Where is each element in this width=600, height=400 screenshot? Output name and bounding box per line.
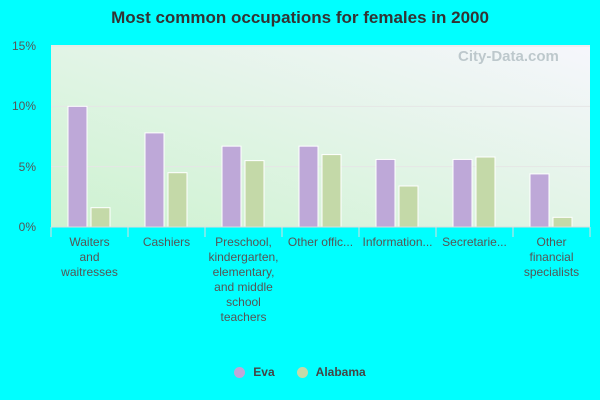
bar-eva[interactable] <box>529 173 550 228</box>
bar-eva[interactable] <box>375 158 396 228</box>
legend-item-alabama[interactable]: Alabama <box>296 365 366 379</box>
y-tick-label: 10% <box>11 99 36 114</box>
x-tick-label: Waiters and waitresses <box>61 235 118 279</box>
x-tick-label: Secretarie... <box>442 235 507 249</box>
legend-swatch <box>234 366 246 378</box>
legend-label: Eva <box>253 365 275 379</box>
x-tick-label: Other offic... <box>287 235 354 249</box>
chart-title: Most common occupations for females in 2… <box>111 8 489 27</box>
x-tick-label: Cashiers <box>142 235 191 249</box>
plot-area <box>51 45 590 227</box>
bar-eva[interactable] <box>221 145 242 228</box>
legend-label: Alabama <box>315 365 366 379</box>
bar-eva[interactable] <box>298 145 319 228</box>
bar-alabama[interactable] <box>167 172 188 228</box>
bar-alabama[interactable] <box>552 216 573 228</box>
x-tick-label: Other financial specialists <box>523 235 580 279</box>
legend: Eva Alabama <box>0 365 600 379</box>
y-tick-label: 0% <box>18 220 36 234</box>
bar-alabama[interactable] <box>321 154 342 228</box>
bar-eva[interactable] <box>452 158 473 228</box>
bar-eva[interactable] <box>67 105 88 228</box>
bar-eva[interactable] <box>144 132 165 228</box>
y-tick-label: 5% <box>18 159 36 174</box>
legend-item-eva[interactable]: Eva <box>234 365 275 379</box>
y-tick-label: 15% <box>11 39 36 53</box>
x-tick-label: Preschool, kindergarten, elementary, and mi… <box>208 235 279 324</box>
watermark: City-Data.com <box>458 48 559 65</box>
bar-alabama[interactable] <box>398 185 419 228</box>
x-tick-label: Information... <box>362 235 433 249</box>
bar-alabama[interactable] <box>475 156 496 228</box>
legend-swatch <box>296 366 308 378</box>
bar-alabama[interactable] <box>90 207 111 228</box>
bar-alabama[interactable] <box>244 160 265 228</box>
